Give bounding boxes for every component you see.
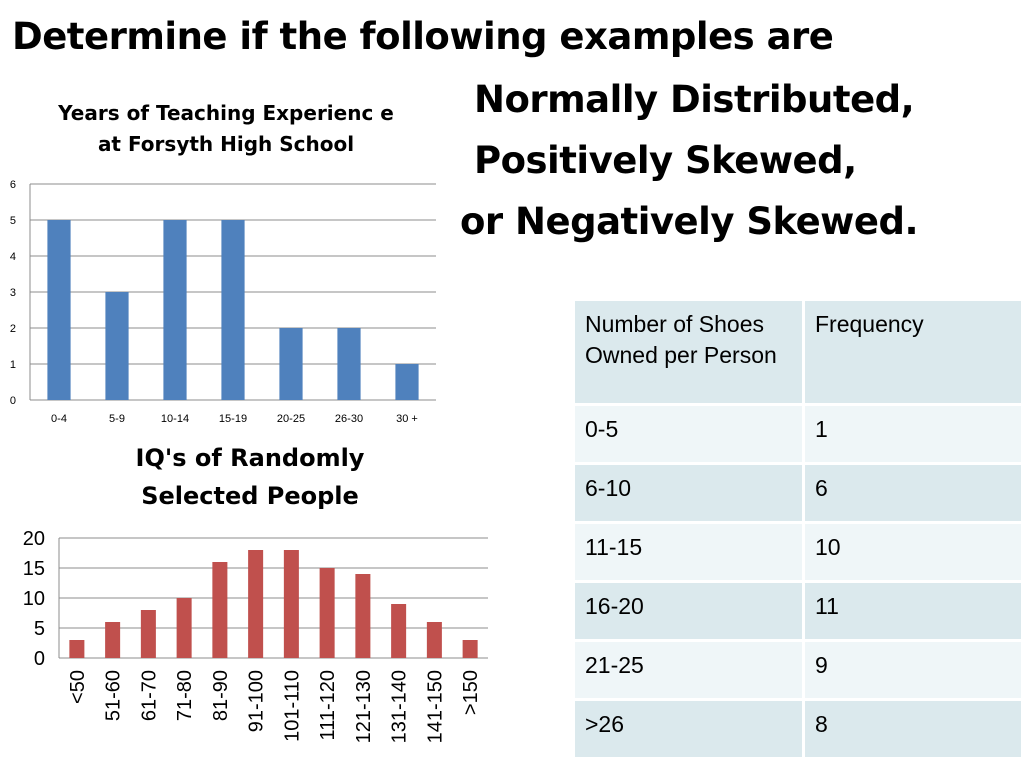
table-header-row: Number of Shoes Owned per Person Frequen… <box>572 298 1024 406</box>
iq-y-tick-label: 20 <box>23 528 45 550</box>
teaching-y-tick-label: 0 <box>10 395 16 407</box>
iq-x-tick-label: 51-60 <box>103 670 125 721</box>
iq-x-tick-label: 101-110 <box>281 670 303 742</box>
iq-chart-title: IQ's of Randomly Selected People <box>135 444 365 510</box>
teaching-bar <box>163 220 187 400</box>
table-cell: 16-20 <box>572 580 805 642</box>
teaching-x-tick-label: 30 + <box>396 413 418 425</box>
teaching-x-tick-label: 15-19 <box>219 413 247 425</box>
table-row: 21-25 9 <box>572 639 1024 701</box>
iq-x-tick-label: 111-120 <box>317 670 339 740</box>
iq-bar <box>391 604 407 658</box>
table-row: 11-15 10 <box>572 521 1024 583</box>
iq-bar <box>69 640 85 658</box>
iq-bar <box>176 598 192 658</box>
iq-x-tick-label: 91-100 <box>246 670 268 732</box>
iq-y-tick-label: 15 <box>23 558 45 580</box>
table-cell: 6-10 <box>572 462 805 524</box>
teaching-x-tick-label: 10-14 <box>161 413 189 425</box>
teaching-y-tick-label: 5 <box>10 215 16 227</box>
teaching-experience-chart: 0 1 2 3 4 5 6 0-4 5-9 10-14 15-19 20-25 26-30 30 + <box>10 179 436 425</box>
teaching-y-tick-label: 4 <box>10 251 16 263</box>
iq-bar <box>105 622 121 658</box>
iq-bar <box>283 550 299 658</box>
iq-bar <box>462 640 478 658</box>
table-cell: 6 <box>802 462 1024 524</box>
iq-y-tick-label: 0 <box>34 648 45 670</box>
table-cell: 21-25 <box>572 639 805 701</box>
table-header-cell: Number of Shoes Owned per Person <box>572 298 805 406</box>
table-row: >26 8 <box>572 698 1024 760</box>
iq-bar <box>140 610 156 658</box>
table-cell: 1 <box>802 403 1024 465</box>
heading-line-3: Positively Skewed, <box>474 139 857 182</box>
teaching-y-tick-label: 1 <box>10 359 16 371</box>
teaching-y-tick-label: 6 <box>10 179 16 191</box>
heading-line-4: or Negatively Skewed. <box>460 200 919 243</box>
table-row: 16-20 11 <box>572 580 1024 642</box>
teaching-x-tick-label: 5-9 <box>109 413 125 425</box>
iq-x-tick-label: 61-70 <box>138 670 160 721</box>
iq-x-tick-label: <50 <box>67 670 89 704</box>
teaching-y-tick-label: 3 <box>10 287 16 299</box>
table-cell: 8 <box>802 698 1024 760</box>
table-cell: 11-15 <box>572 521 805 583</box>
iq-x-tick-label: >150 <box>460 670 482 715</box>
teaching-y-tick-label: 2 <box>10 323 16 335</box>
teaching-x-tick-label: 20-25 <box>277 413 305 425</box>
teaching-bar <box>47 220 71 400</box>
teaching-x-tick-label: 26-30 <box>335 413 363 425</box>
shoes-frequency-table: Number of Shoes Owned per Person Frequen… <box>572 298 1024 760</box>
teaching-bar <box>279 328 303 400</box>
heading-line-1: Determine if the following examples are <box>12 15 834 58</box>
teaching-bar <box>395 364 419 400</box>
table-cell: 0-5 <box>572 403 805 465</box>
iq-y-tick-label: 5 <box>34 618 45 640</box>
iq-bar <box>248 550 264 658</box>
iq-bar <box>319 568 335 658</box>
teaching-bar <box>337 328 361 400</box>
iq-x-tick-label: 81-90 <box>210 670 232 721</box>
teaching-x-tick-label: 0-4 <box>51 413 67 425</box>
teaching-chart-title: Years of Teaching Experienc e at Forsyth… <box>58 101 394 156</box>
table-cell: >26 <box>572 698 805 760</box>
table-cell: 9 <box>802 639 1024 701</box>
table-cell: 10 <box>802 521 1024 583</box>
iq-bar <box>426 622 442 658</box>
iq-bar <box>355 574 371 658</box>
heading-line-2: Normally Distributed, <box>474 78 915 121</box>
iq-y-tick-label: 10 <box>23 588 45 610</box>
table-header-cell: Frequency <box>802 298 1024 406</box>
teaching-bar <box>105 292 129 400</box>
table-row: 6-10 6 <box>572 462 1024 524</box>
iq-x-tick-label: 71-80 <box>174 670 196 721</box>
iq-x-tick-label: 131-140 <box>389 670 411 743</box>
iq-x-tick-label: 121-130 <box>353 670 375 743</box>
teaching-bar <box>221 220 245 400</box>
table-cell: 11 <box>802 580 1024 642</box>
iq-x-tick-label: 141-150 <box>424 670 446 743</box>
table-row: 0-5 1 <box>572 403 1024 465</box>
iq-chart: 0 5 10 15 20 <50 51-60 61-70 71-80 81-90 91-100 101… <box>23 528 488 743</box>
iq-bar <box>212 562 228 658</box>
